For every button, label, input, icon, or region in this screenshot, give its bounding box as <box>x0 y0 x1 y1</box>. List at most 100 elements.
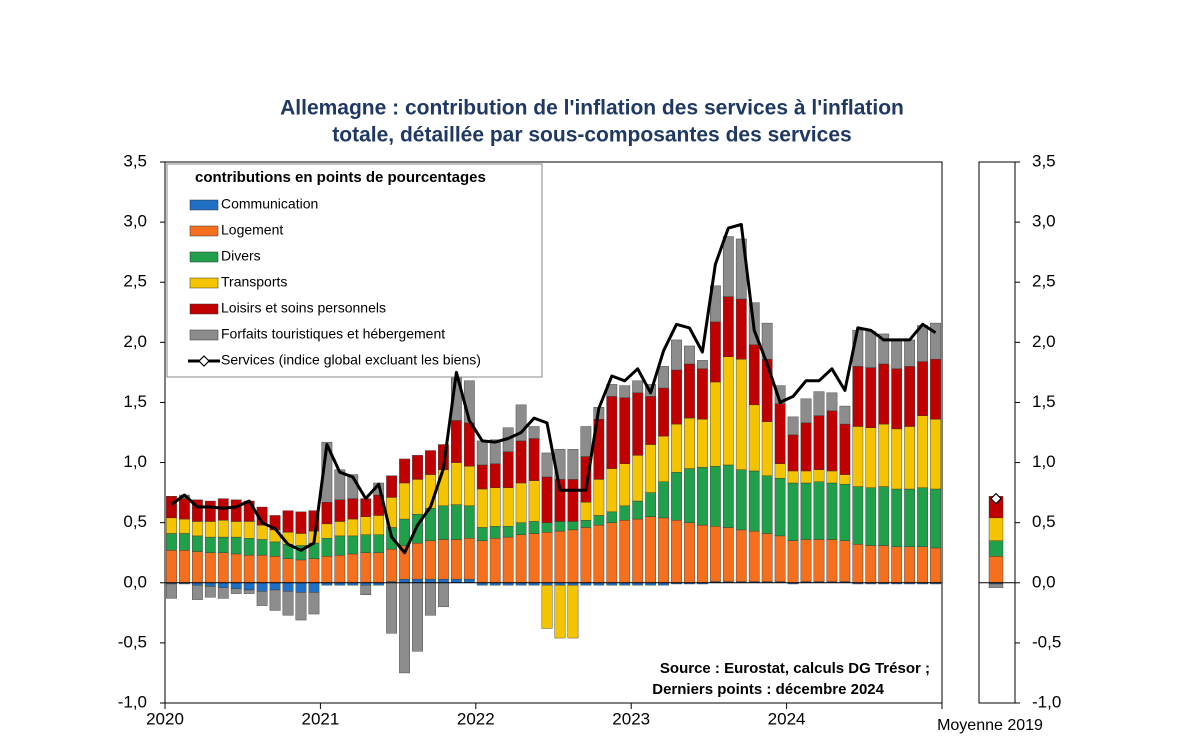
bar-segment <box>813 415 825 470</box>
bar-segment <box>684 345 695 365</box>
bar-segment <box>645 396 657 445</box>
bar-segment <box>658 387 669 437</box>
bar-segment <box>606 511 618 523</box>
bar-segment <box>179 550 190 583</box>
bar-segment <box>865 367 877 428</box>
bar-segment <box>502 536 514 583</box>
bar-segment <box>515 404 527 442</box>
bar-segment <box>671 423 682 473</box>
bar-segment <box>658 435 669 482</box>
bar-segment <box>191 535 203 552</box>
y-tick-label: -0,5 <box>118 632 147 651</box>
bar-segment <box>438 505 449 540</box>
bar-segment <box>904 426 916 490</box>
bar-segment <box>308 582 320 593</box>
bar-segment <box>735 298 747 360</box>
bar-segment <box>930 547 941 583</box>
bar-segment <box>489 526 501 539</box>
bar-segment <box>360 584 372 596</box>
bar-segment <box>166 550 177 583</box>
legend-swatch <box>189 329 219 341</box>
bar-segment <box>295 511 307 534</box>
bar-segment <box>619 397 631 464</box>
x-tick-label: 2024 <box>768 709 806 728</box>
bar-segment <box>179 498 190 520</box>
bar-segment <box>282 582 294 592</box>
x-tick-label: 2020 <box>146 709 184 728</box>
y-tick-label: 2,0 <box>123 332 147 351</box>
bar-segment <box>528 521 540 534</box>
bar-segment <box>360 516 372 535</box>
bar-segment <box>476 440 488 466</box>
bar-segment <box>878 545 890 583</box>
bar-segment <box>709 526 721 582</box>
bar-segment <box>463 505 475 539</box>
legend-swatch <box>189 199 219 211</box>
plot-frame <box>164 161 943 704</box>
side-bar-segment <box>988 583 1004 588</box>
bar-segment <box>204 521 216 538</box>
y2-tick-label: 0,5 <box>1032 512 1056 531</box>
legend-marker <box>198 355 210 367</box>
bar-segment <box>917 361 928 416</box>
bar-segment <box>489 538 501 583</box>
y-tick-label: 0,5 <box>123 512 147 531</box>
bar-segment <box>697 524 708 583</box>
bar-segment <box>904 488 916 547</box>
bar-segment <box>515 482 527 523</box>
bar-segment <box>399 582 410 674</box>
bar-segment <box>515 440 527 484</box>
bar-segment <box>217 520 229 538</box>
bar-segment <box>658 366 669 389</box>
services-line <box>170 223 937 555</box>
bar-segment <box>295 559 307 583</box>
bar-segment <box>839 483 851 541</box>
bar-segment <box>412 479 423 515</box>
x-tick-label: 2022 <box>457 709 495 728</box>
bar-segment <box>697 368 708 420</box>
bar-segment <box>774 535 786 582</box>
bar-segment <box>230 582 242 589</box>
bar-segment <box>787 470 799 484</box>
bar-segment <box>865 331 877 368</box>
bar-segment <box>839 405 851 425</box>
bar-segment <box>412 455 423 480</box>
bar-segment <box>554 530 566 583</box>
bar-segment <box>541 522 553 533</box>
bar-segment <box>528 438 540 481</box>
bar-segment <box>321 441 333 503</box>
bar-segment <box>476 527 488 541</box>
bar-segment <box>373 552 385 583</box>
bar-segment <box>166 583 177 599</box>
bar-segment <box>204 500 216 522</box>
bar-segment <box>217 587 229 599</box>
bar-segment <box>450 539 462 580</box>
bar-segment <box>774 463 786 479</box>
bar-segment <box>567 521 579 531</box>
bar-segment <box>800 539 812 582</box>
bar-segment <box>502 451 514 489</box>
bar-segment <box>321 556 333 583</box>
bar-segment <box>632 380 644 394</box>
bar-segment <box>930 358 941 420</box>
bar-segment <box>761 475 773 534</box>
bar-segment <box>269 589 281 611</box>
bar-segment <box>373 515 385 535</box>
y2-tick-label: 3,5 <box>1032 151 1056 170</box>
legend-label: Forfaits touristiques et hébergement <box>221 326 445 342</box>
bar-segment <box>684 417 695 469</box>
bar-segment <box>787 482 799 541</box>
bar-segment <box>839 540 851 582</box>
bar-segment <box>735 469 747 531</box>
bar-segment <box>438 539 449 580</box>
bar-segment <box>580 426 592 457</box>
legend-swatch <box>189 225 219 237</box>
bar-segment <box>334 554 346 583</box>
bar-segment <box>930 322 941 360</box>
bar-segment <box>930 419 941 490</box>
y2-tick-label: 2,0 <box>1032 332 1056 351</box>
x-tick-label: 2021 <box>301 709 339 728</box>
bar-segment <box>748 344 760 406</box>
legend <box>166 163 543 378</box>
legend-swatch <box>189 303 219 315</box>
